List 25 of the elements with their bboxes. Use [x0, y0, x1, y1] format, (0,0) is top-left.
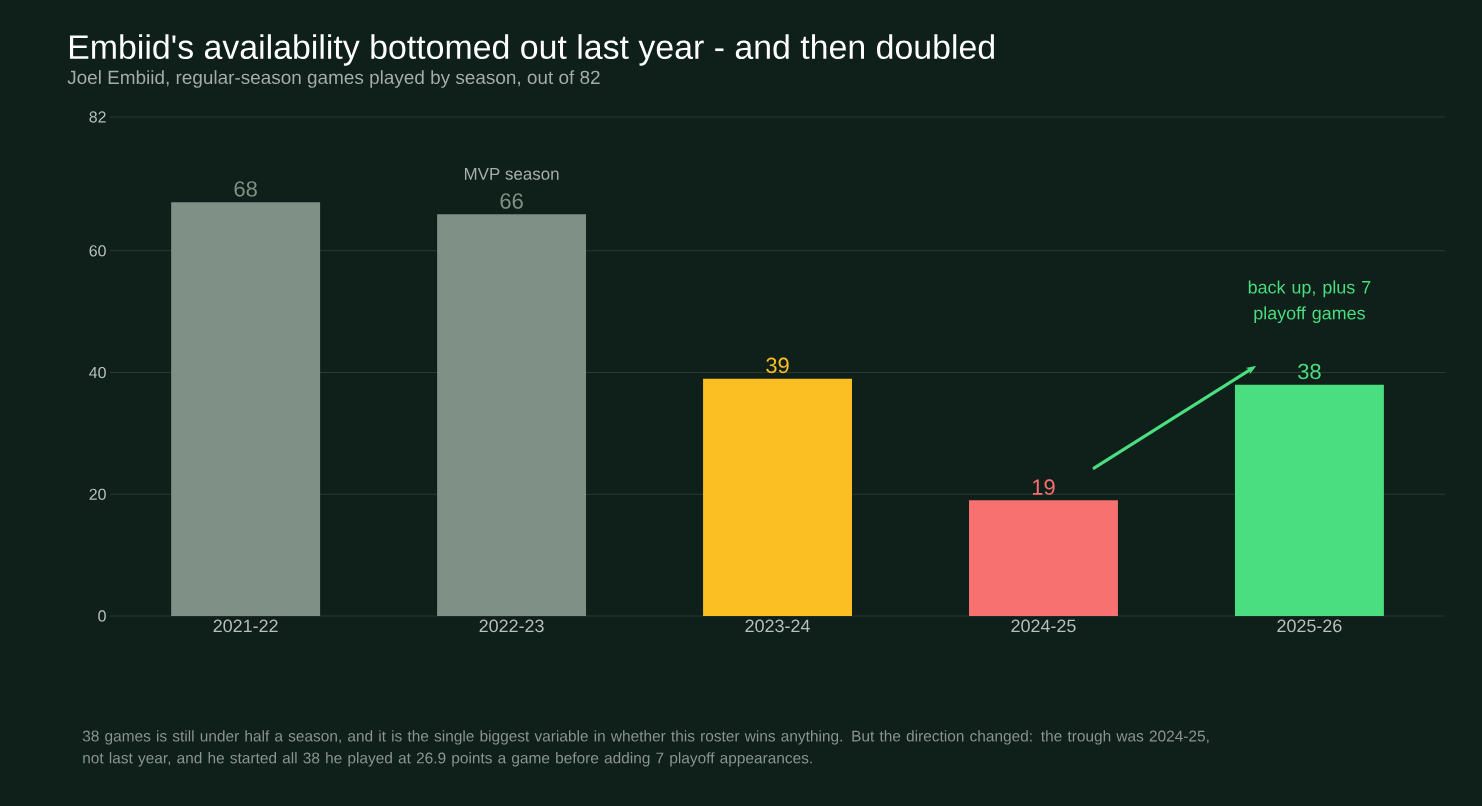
annotation: MVP season [464, 168, 559, 180]
y-tick-label: 82 [89, 111, 106, 123]
y-tick-label: 0 [98, 610, 106, 622]
x-tick-label: 2024-25 [1011, 619, 1076, 633]
bar [171, 202, 321, 616]
bar [703, 378, 852, 616]
x-tick-label: 2025-26 [1277, 619, 1342, 633]
text: 38 games is still under half a season, and it is the single biggest variable in whether this roster wins anything. But the direction changed: the trough was 2024-25, not last year, and he started all 38 he played at 26.9 points a game before adding 7 playoff appearances. [82, 730, 1209, 767]
chart-title: Embiid's availability bottomed out last year - and then doubled [69, 34, 994, 66]
data-label: 66 [500, 193, 523, 209]
data-label: 38 [1298, 363, 1321, 380]
x-tick-label: 2021-22 [213, 619, 278, 633]
x-tick-label: 2023-24 [745, 619, 810, 633]
y-tick-label: 60 [89, 245, 106, 257]
data-label: 19 [1032, 479, 1055, 495]
y-tick-label: 20 [89, 488, 106, 500]
annotation: back up, plus 7 playoff games [1248, 280, 1371, 324]
bar [437, 214, 587, 616]
bar [969, 500, 1118, 616]
y-tick-label: 40 [89, 366, 106, 379]
data-label: 39 [766, 357, 789, 374]
x-tick-label: 2022-23 [479, 619, 544, 633]
bar [1234, 384, 1384, 616]
chart-subtitle: Joel Embiid, regular-season games played by season, out of 82 [67, 70, 600, 88]
data-label: 68 [234, 181, 257, 197]
